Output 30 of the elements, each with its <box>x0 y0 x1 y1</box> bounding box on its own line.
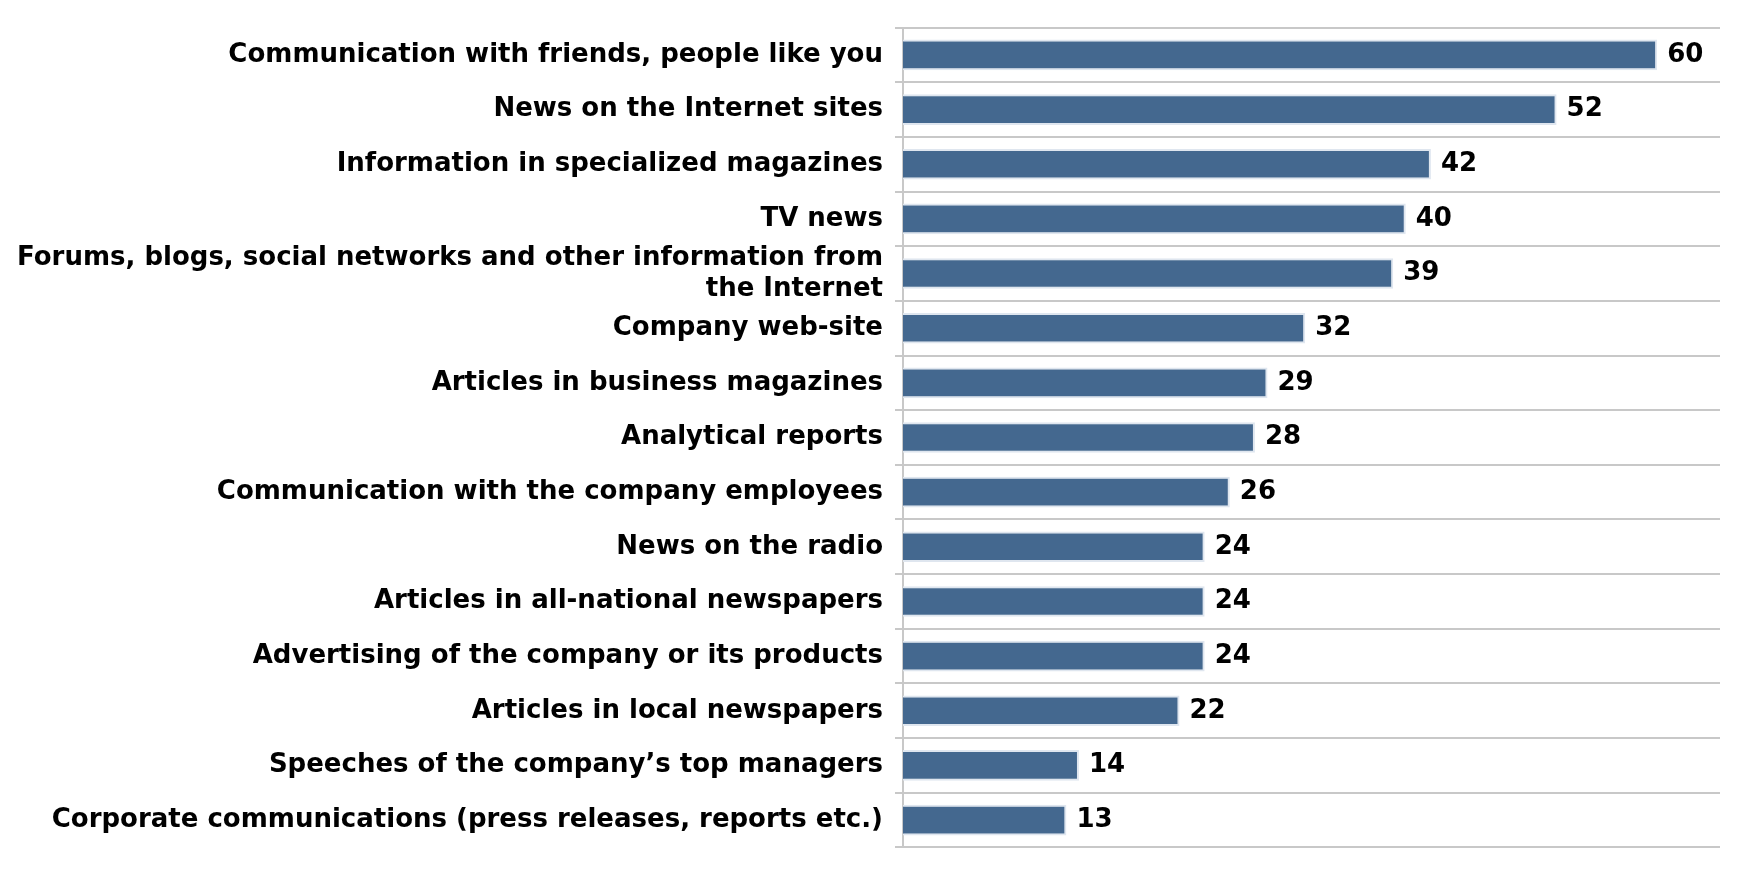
y-tick-label: Forums, blogs, social networks and other information from the Internet <box>17 240 883 302</box>
data-label: 29 <box>1277 365 1314 396</box>
y-tick-label: Articles in local newspapers <box>471 693 883 724</box>
y-tick-label: Communication with friends, people like you <box>228 37 883 68</box>
y-tick-label: News on the radio <box>616 529 883 560</box>
data-label: 52 <box>1566 92 1603 123</box>
y-tick-label: Articles in all-national newspapers <box>373 584 883 615</box>
y-tick-label: News on the Internet sites <box>493 92 883 123</box>
data-label: 24 <box>1214 529 1251 560</box>
y-tick-label: Information in specialized magazines <box>336 146 883 177</box>
y-tick-label: Communication with the company employees <box>216 474 883 505</box>
y-tick-label: Analytical reports <box>621 420 883 451</box>
data-label: 42 <box>1440 146 1478 177</box>
data-label: 26 <box>1239 474 1276 505</box>
y-tick-label: Speeches of the company’s top managers <box>268 748 883 779</box>
data-label: 28 <box>1264 420 1302 451</box>
data-label: 60 <box>1667 37 1704 68</box>
data-label: 14 <box>1088 748 1126 779</box>
data-label: 13 <box>1076 802 1113 833</box>
data-label: 24 <box>1214 584 1251 615</box>
y-tick-label: Articles in business magazines <box>431 365 883 396</box>
data-label: 40 <box>1415 201 1452 232</box>
data-label: 39 <box>1403 256 1440 287</box>
y-tick-label: TV news <box>760 201 883 232</box>
data-label: 22 <box>1189 693 1226 724</box>
data-label: 32 <box>1315 310 1352 341</box>
y-tick-label: Corporate communications (press releases, reports etc.) <box>51 802 883 833</box>
data-label: 24 <box>1214 638 1251 669</box>
y-tick-label: Company web-site <box>612 310 883 341</box>
y-tick-label: Advertising of the company or its products <box>252 638 883 669</box>
